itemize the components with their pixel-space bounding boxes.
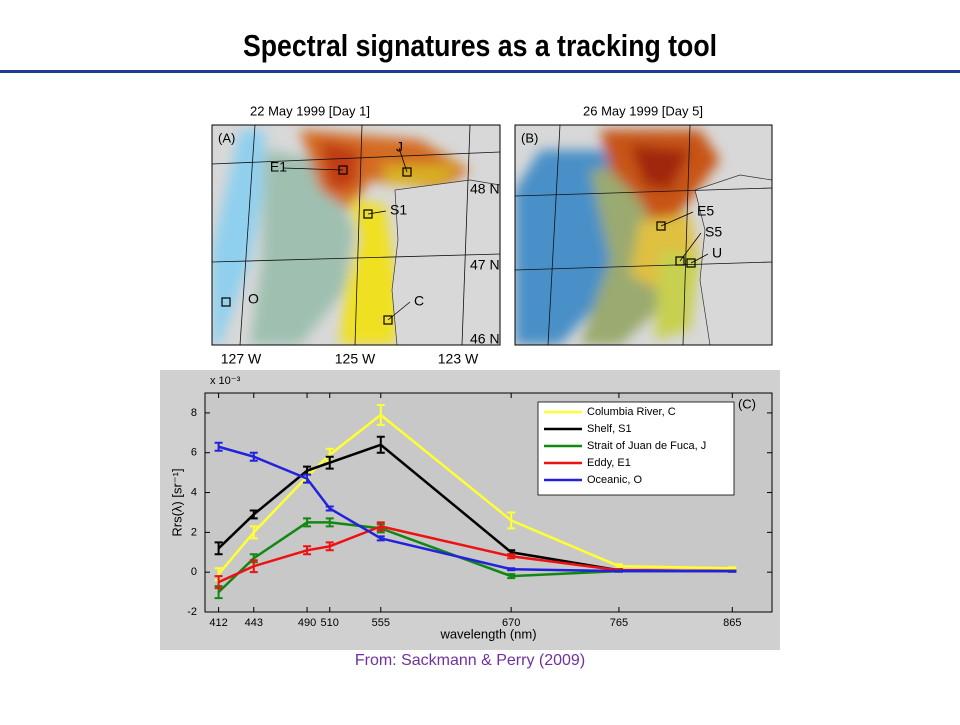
legend-label: Shelf, S1 xyxy=(587,423,632,435)
x-axis-label: wavelength (nm) xyxy=(439,626,536,641)
error-bar xyxy=(507,573,516,580)
site-label: U xyxy=(712,245,722,261)
citation: From: Sackmann & Perry (2009) xyxy=(355,652,585,669)
site-label: S1 xyxy=(390,202,407,218)
error-bar xyxy=(325,517,334,528)
error-bar xyxy=(376,535,385,542)
multiplier: x 10⁻³ xyxy=(210,375,241,387)
slide-title: Spectral signatures as a tracking tool xyxy=(243,29,717,63)
map-title: 26 May 1999 [Day 5] xyxy=(583,103,703,118)
legend-label: Oceanic, O xyxy=(587,474,642,486)
x-tick-label: 443 xyxy=(245,617,263,629)
site-box xyxy=(383,315,393,325)
latitude-label: 46 N xyxy=(470,331,500,347)
error-bar xyxy=(249,525,258,540)
site-label: S5 xyxy=(705,224,722,240)
error-bar xyxy=(728,569,737,573)
longitude-label: 125 W xyxy=(335,351,376,367)
site-label: E1 xyxy=(270,159,287,175)
map-frame xyxy=(514,124,773,346)
y-tick-label: 6 xyxy=(191,447,197,459)
site-leader xyxy=(282,167,344,171)
panel-label: (B) xyxy=(521,130,538,145)
site-box xyxy=(656,221,666,231)
x-tick-label: 765 xyxy=(610,617,628,629)
site-box xyxy=(221,297,231,307)
title-rule xyxy=(0,70,960,73)
y-tick-label: 2 xyxy=(191,526,197,538)
series-line xyxy=(218,525,733,584)
error-bar xyxy=(249,451,258,462)
error-bar xyxy=(507,553,516,560)
site-box xyxy=(402,167,412,177)
y-tick-label: 4 xyxy=(191,486,197,498)
site-leader xyxy=(367,210,387,215)
y-tick-label: 8 xyxy=(191,407,197,419)
x-tick-label: 865 xyxy=(723,617,741,629)
site-leader xyxy=(679,232,702,262)
error-bar xyxy=(376,435,385,454)
error-bar xyxy=(303,545,312,556)
site-box xyxy=(686,258,696,268)
x-tick-label: 490 xyxy=(298,617,316,629)
error-bar xyxy=(507,511,516,530)
panel-label: (A) xyxy=(218,130,235,145)
site-leader xyxy=(660,211,694,227)
annotation: (C) xyxy=(738,396,756,411)
longitude-label: 123 W xyxy=(438,351,479,367)
x-tick-label: 510 xyxy=(321,617,339,629)
site-box xyxy=(675,256,685,266)
series-line xyxy=(218,445,733,573)
error-bar xyxy=(376,403,385,426)
legend-label: Columbia River, C xyxy=(587,406,676,418)
error-bar xyxy=(325,541,334,552)
site-label: O xyxy=(248,291,259,307)
site-box xyxy=(363,209,373,219)
series-line xyxy=(217,413,733,575)
site-leader xyxy=(398,147,408,173)
map-title: 22 May 1999 [Day 1] xyxy=(250,103,370,118)
x-tick-label: 555 xyxy=(372,617,390,629)
y-tick-label: 0 xyxy=(191,566,197,578)
error-bar xyxy=(214,541,223,556)
error-bar xyxy=(325,455,334,470)
site-leader xyxy=(387,301,411,321)
longitude-label: 127 W xyxy=(221,351,262,367)
y-axis-label: Rrs(λ) [sr⁻¹] xyxy=(169,468,184,536)
error-bar xyxy=(303,517,312,528)
error-bar xyxy=(325,505,334,512)
error-bar xyxy=(214,441,223,452)
error-bar xyxy=(728,566,737,571)
site-label: C xyxy=(414,293,424,309)
error-bar xyxy=(376,521,385,532)
error-bar xyxy=(249,509,258,520)
map-frame xyxy=(211,124,501,346)
site-leader xyxy=(690,253,709,264)
error-bar xyxy=(249,559,258,574)
error-bar xyxy=(507,567,516,572)
y-tick-label: -2 xyxy=(187,606,197,618)
site-label: J xyxy=(396,139,403,155)
map-b xyxy=(515,125,772,345)
map-a xyxy=(212,125,500,345)
x-tick-label: 412 xyxy=(209,617,227,629)
x-tick-label: 670 xyxy=(502,617,520,629)
legend-label: Strait of Juan de Fuca, J xyxy=(587,440,706,452)
latitude-label: 48 N xyxy=(470,181,500,197)
error-bar xyxy=(614,569,623,573)
error-bar xyxy=(214,575,223,590)
error-bar xyxy=(303,473,312,484)
latitude-label: 47 N xyxy=(470,257,500,273)
legend-label: Eddy, E1 xyxy=(587,457,631,469)
site-label: E5 xyxy=(697,203,714,219)
